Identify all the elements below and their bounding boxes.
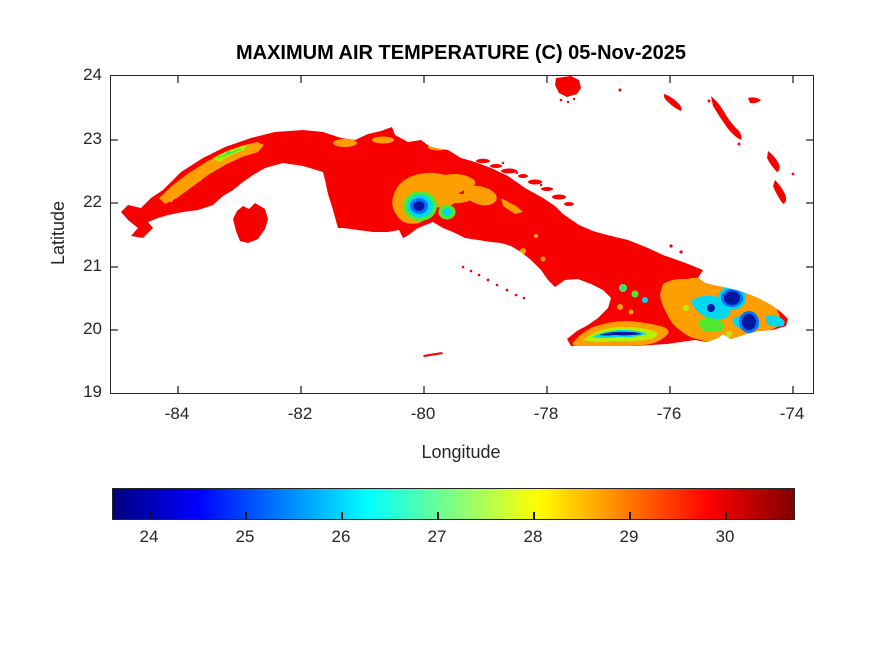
south-coast-cays xyxy=(359,169,526,300)
x-tick-label: -84 xyxy=(164,404,190,423)
y-tick-label: 22 xyxy=(83,192,102,211)
colorbar-tick-label: 25 xyxy=(235,527,255,546)
colorbar-tick xyxy=(533,512,535,519)
colorbar-tick xyxy=(149,512,151,519)
colorbar-tick-label: 30 xyxy=(715,527,735,546)
x-tick-label: -80 xyxy=(410,404,436,423)
colorbar-tick xyxy=(245,512,247,519)
sierra-maestra-ridge xyxy=(572,321,669,346)
colorbar xyxy=(112,488,795,520)
colorbar-tick xyxy=(341,512,343,519)
west-mountain-band xyxy=(159,142,264,204)
y-tick-label: 24 xyxy=(83,65,102,84)
x-tick-label: -82 xyxy=(287,404,313,423)
y-tick-label: 20 xyxy=(83,319,102,338)
x-tick-label: -74 xyxy=(779,404,805,423)
y-tick-label: 21 xyxy=(83,256,102,275)
cuba-temperature-map xyxy=(111,76,813,393)
y-axis-label: Latitude xyxy=(48,200,68,266)
cayman-islets xyxy=(423,352,443,357)
axis-ticks xyxy=(111,76,813,393)
north-coast-cays xyxy=(476,158,683,254)
colorbar-tick-label: 29 xyxy=(619,527,639,546)
colorbar-tick-label: 27 xyxy=(427,527,447,546)
bahamas-islets xyxy=(555,76,795,204)
central-warm-patches xyxy=(464,185,546,262)
chart-title: MAXIMUM AIR TEMPERATURE (C) 05-Nov-2025 xyxy=(235,42,687,64)
x-axis-label: Longitude xyxy=(421,442,501,462)
x-tick-label: -76 xyxy=(656,404,682,423)
colorbar-tick xyxy=(725,512,727,519)
escambray-mountains xyxy=(392,172,476,224)
map-axes xyxy=(110,75,814,394)
isla-de-la-juventud xyxy=(233,203,268,243)
colorbar-tick xyxy=(437,512,439,519)
colorbar-tick-label: 24 xyxy=(139,527,159,546)
y-tick-label: 19 xyxy=(83,382,102,401)
x-tick-label: -78 xyxy=(533,404,559,423)
colorbar-tick-label: 26 xyxy=(331,527,351,546)
santiago-foothill-patches xyxy=(617,284,648,315)
colorbar-tick xyxy=(629,512,631,519)
colorbar-tick-label: 28 xyxy=(523,527,543,546)
y-tick-label: 23 xyxy=(83,129,102,148)
